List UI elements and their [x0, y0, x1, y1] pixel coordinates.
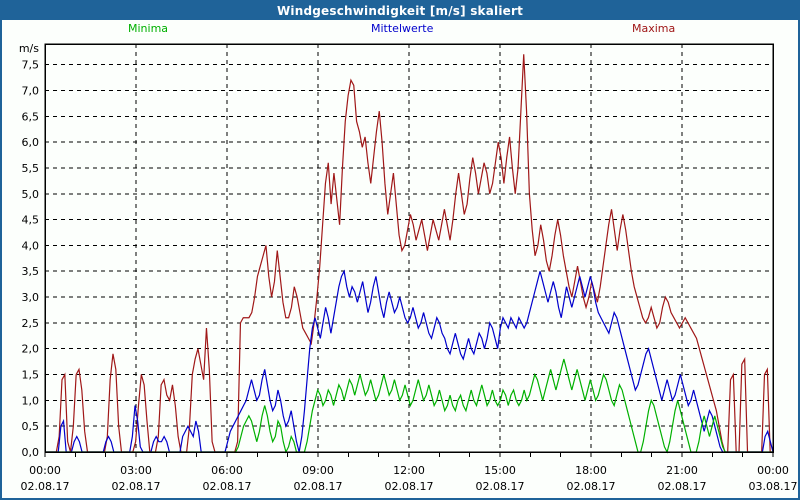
series-line-maxima	[45, 54, 773, 453]
x-tick-time-label: 12:00	[393, 464, 425, 477]
x-axis-labels: 00:00 02.08.17 03:00 02.08.17 06:00 02.08.17 0…	[21, 464, 798, 493]
y-tick-label: 7,5	[22, 59, 40, 72]
x-tick-time-label: 15:00	[484, 464, 516, 477]
y-tick-label: 4,5	[22, 214, 40, 227]
x-tick-date-label: 02.08.17	[567, 480, 616, 493]
y-tick-label: 0,0	[22, 446, 40, 459]
x-tick-time-label: 18:00	[575, 464, 607, 477]
x-tick-time-label: 03:00	[120, 464, 152, 477]
y-tick-label: 2,0	[22, 343, 40, 356]
window-title-bar: Windgeschwindigkeit [m/s] skaliert	[2, 2, 798, 20]
chart-legend: Minima Mittelwerte Maxima	[2, 22, 798, 40]
legend-item-minima: Minima	[128, 22, 169, 35]
y-tick-label: 6,5	[22, 110, 40, 123]
x-tick-date-label: 02.08.17	[658, 480, 707, 493]
y-tick-label: 5,5	[22, 162, 40, 175]
y-tick-label: 1,5	[22, 369, 40, 382]
x-tick-date-label: 02.08.17	[294, 480, 343, 493]
plot-frame	[44, 43, 774, 453]
x-tick-time-label: 00:00	[29, 464, 61, 477]
y-tick-label: 6,0	[22, 136, 40, 149]
x-tick-date-label: 02.08.17	[476, 480, 525, 493]
y-tick-label: 0,5	[22, 420, 40, 433]
legend-item-mittelwerte: Mittelwerte	[371, 22, 434, 35]
y-tick-label: 1,0	[22, 394, 40, 407]
x-tick-time-label: 09:00	[302, 464, 334, 477]
window-title: Windgeschwindigkeit [m/s] skaliert	[276, 4, 524, 18]
tick-marks-layer	[44, 452, 774, 457]
x-tick-date-label: 02.08.17	[385, 480, 434, 493]
y-tick-label: 5,0	[22, 188, 40, 201]
x-tick-time-label: 21:00	[666, 464, 698, 477]
y-axis-unit-label: m/s	[19, 42, 39, 55]
legend-item-maxima: Maxima	[632, 22, 676, 35]
x-tick-time-label: 06:00	[211, 464, 243, 477]
x-tick-date-label: 02.08.17	[203, 480, 252, 493]
y-tick-label: 3,5	[22, 265, 40, 278]
x-tick-date-label: 02.08.17	[112, 480, 161, 493]
series-line-mittelwerte	[45, 269, 774, 453]
y-tick-label: 3,0	[22, 291, 40, 304]
x-tick-date-label: 02.08.17	[21, 480, 70, 493]
y-tick-label: 4,0	[22, 239, 40, 252]
y-axis-labels: 0,0 0,5 1,0 1,5 2,0 2,5 3,0 3,5 4,0 4,5 5,0 5,5 6,0 6…	[19, 42, 39, 459]
y-tick-label: 7,0	[22, 84, 40, 97]
x-tick-time-label: 00:00	[757, 464, 789, 477]
x-tick-date-label: 03.08.17	[749, 480, 798, 493]
y-tick-label: 2,5	[22, 317, 40, 330]
